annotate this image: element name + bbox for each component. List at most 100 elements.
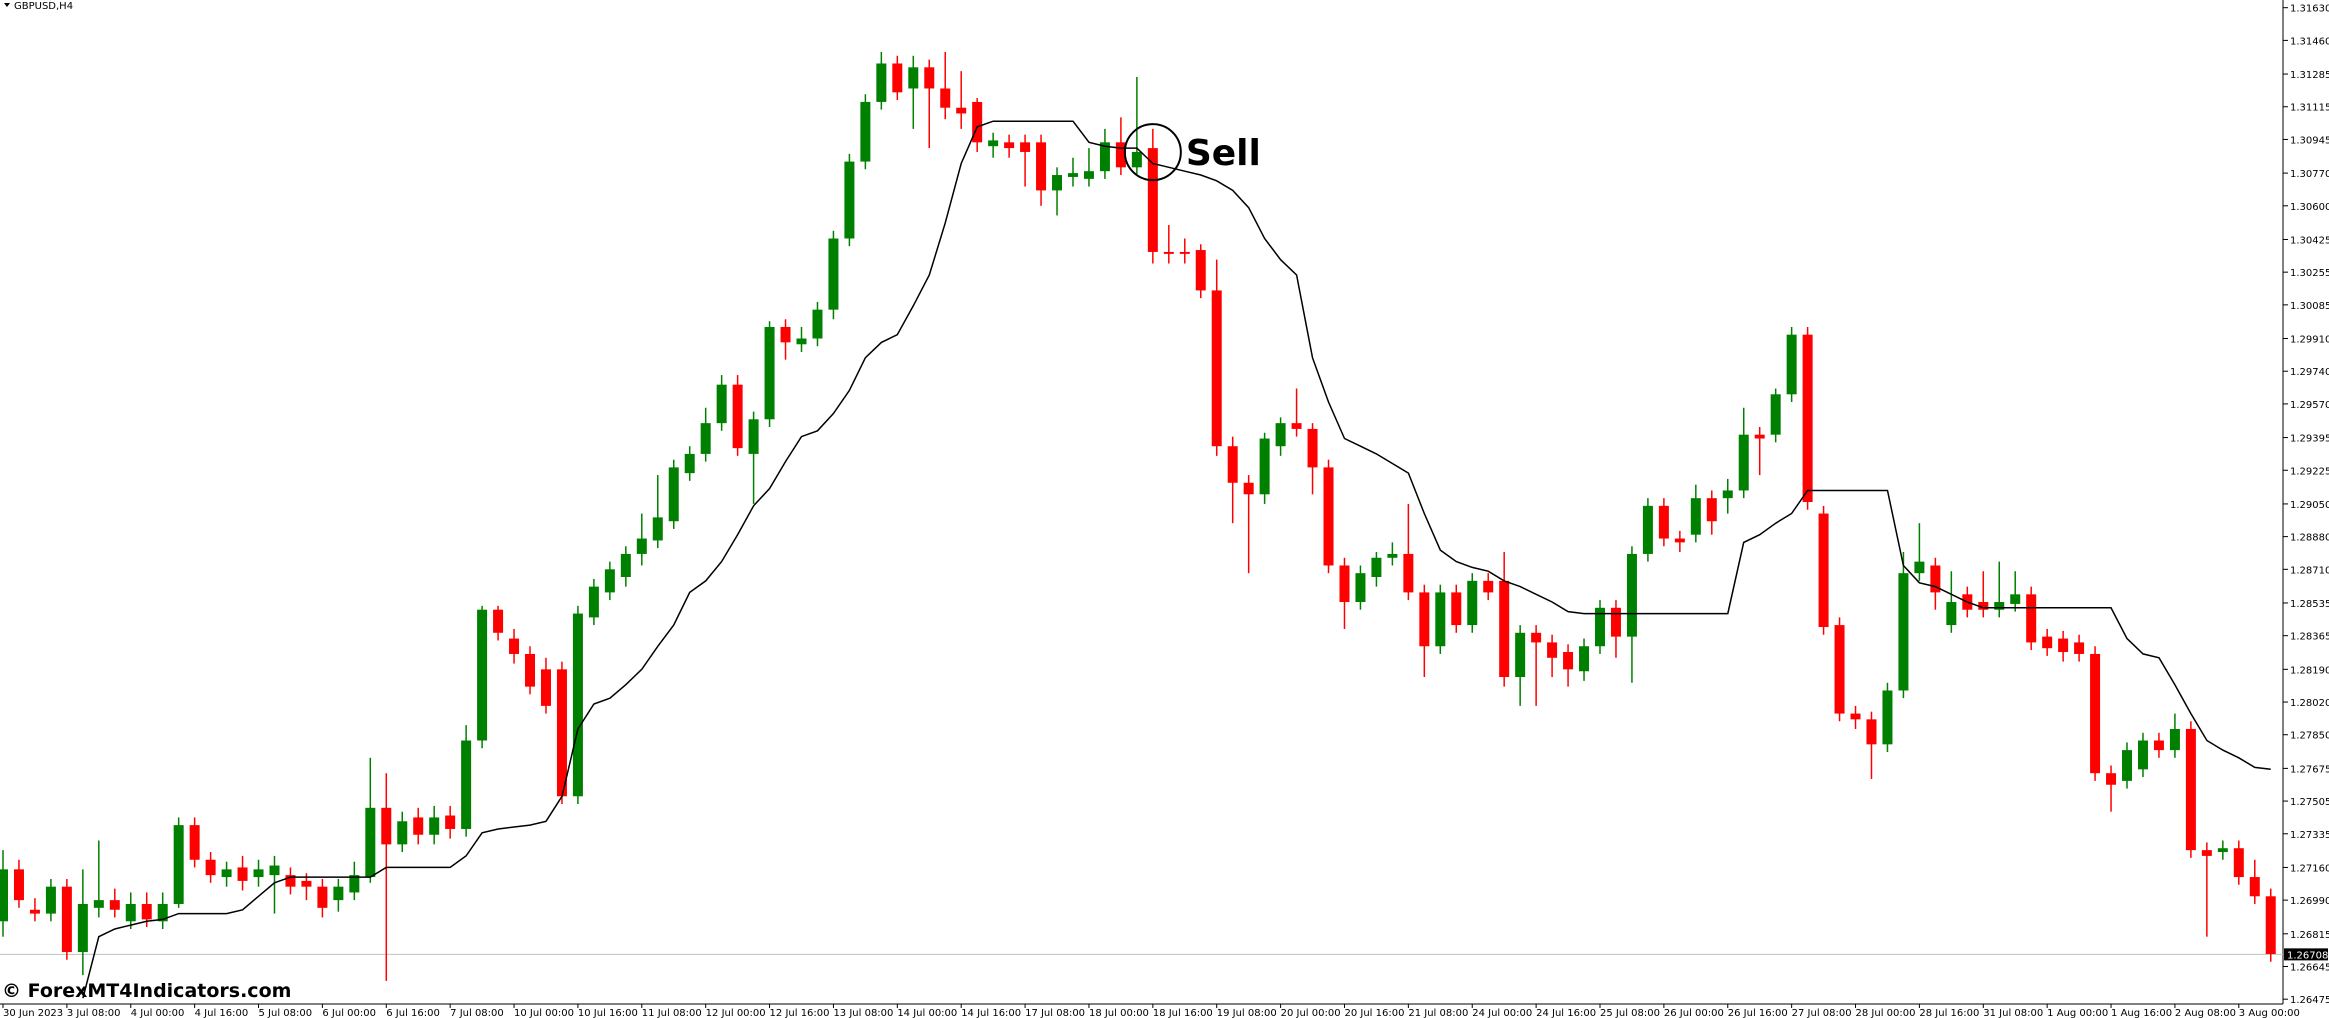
candle-body	[1099, 142, 1110, 172]
candle-body	[2058, 638, 2069, 653]
candle-body	[2249, 877, 2260, 897]
candle-body	[125, 903, 136, 922]
candle-body	[45, 886, 56, 914]
candle-body	[0, 869, 8, 922]
y-tick-label: 1.30255	[2290, 268, 2329, 279]
y-tick-label: 1.28020	[2290, 698, 2329, 709]
candle-body	[1435, 592, 1446, 647]
candle-body	[1706, 498, 1717, 522]
candle-body	[93, 900, 104, 908]
candle-body	[1307, 428, 1318, 468]
x-tick-label: 28 Jul 16:00	[1919, 1008, 1979, 1018]
candle-body	[988, 140, 999, 147]
candle-body	[413, 817, 424, 835]
y-tick-label: 1.27850	[2290, 731, 2329, 742]
candle-body	[477, 609, 488, 741]
x-tick-label: 13 Jul 08:00	[833, 1008, 893, 1018]
y-tick-label: 1.27675	[2290, 764, 2329, 775]
candle-body	[493, 609, 504, 633]
candle-body	[1115, 142, 1126, 168]
candle-body	[1866, 719, 1877, 745]
candle-body	[1131, 151, 1142, 168]
candle-body	[2026, 594, 2037, 643]
y-tick-label: 1.27160	[2290, 863, 2329, 874]
candle-body	[1052, 175, 1063, 191]
candle-body	[253, 869, 264, 878]
candle-body	[1211, 290, 1222, 447]
candle-body	[1467, 580, 1478, 626]
sell-annotation: Sell	[1186, 133, 1261, 174]
y-tick-label: 1.29910	[2290, 335, 2329, 346]
x-tick-label: 26 Jul 16:00	[1728, 1008, 1788, 1018]
y-tick-label: 1.26475	[2290, 995, 2329, 1006]
y-tick-label: 1.31460	[2290, 36, 2329, 47]
candle-body	[157, 903, 168, 922]
candle-body	[940, 88, 951, 108]
candle-body	[1515, 632, 1526, 678]
x-tick-label: 31 Jul 08:00	[1983, 1008, 2043, 1018]
candle-body	[796, 338, 807, 345]
candle-body	[1451, 592, 1462, 626]
candle-body	[1531, 632, 1542, 643]
candle-body	[1770, 394, 1781, 435]
y-tick-label: 1.26645	[2290, 962, 2329, 973]
candle-body	[556, 669, 567, 797]
candle-body	[1786, 334, 1797, 395]
candle-body	[333, 886, 344, 901]
y-tick-label: 1.30425	[2290, 235, 2329, 246]
candle-body	[700, 423, 711, 454]
candle-body	[1563, 652, 1574, 670]
candle-body	[2265, 896, 2276, 954]
candle-body	[2074, 642, 2085, 654]
candle-body	[908, 67, 919, 89]
candle-body	[1914, 561, 1925, 574]
x-tick-label: 2 Aug 08:00	[2175, 1008, 2236, 1018]
sell-circle	[1123, 123, 1182, 182]
candle-body	[860, 101, 871, 162]
candle-body	[381, 807, 392, 845]
y-tick-label: 1.31630	[2290, 4, 2329, 15]
candle-body	[1978, 602, 1989, 610]
candle-body	[525, 653, 536, 687]
y-tick-label: 1.31115	[2290, 103, 2329, 114]
candle-body	[1610, 607, 1621, 637]
y-tick-label: 1.26815	[2290, 930, 2329, 941]
candle-body	[764, 326, 775, 420]
candle-body	[1674, 538, 1685, 543]
x-tick-label: 20 Jul 16:00	[1344, 1008, 1404, 1018]
candle-body	[1403, 553, 1414, 593]
y-tick-label: 1.29050	[2290, 500, 2329, 511]
candle-body	[2042, 636, 2053, 649]
candle-body	[1722, 490, 1733, 499]
y-tick-label: 1.26990	[2290, 896, 2329, 907]
candle-body	[1259, 438, 1270, 495]
x-tick-label: 17 Jul 08:00	[1025, 1008, 1085, 1018]
candle-body	[1195, 250, 1206, 291]
candle-body	[1754, 434, 1765, 439]
candle-body	[2201, 850, 2212, 856]
candle-body	[1595, 607, 1605, 647]
indicator-line	[82, 120, 2271, 999]
candle-body	[1802, 334, 1813, 502]
current-price-tag	[2284, 948, 2328, 961]
candle-body	[2153, 740, 2164, 751]
candle-body	[2122, 750, 2133, 781]
y-tick-label: 1.28190	[2290, 665, 2329, 676]
x-tick-label: 6 Jul 16:00	[386, 1008, 440, 1018]
chart-title: GBPUSD,H4	[14, 1, 73, 12]
x-tick-label: 30 Jun 2023	[3, 1008, 63, 1018]
candle-body	[540, 669, 551, 706]
candle-body	[892, 63, 903, 93]
candle-body	[684, 453, 695, 474]
candle-body	[2169, 728, 2180, 751]
candle-body	[1946, 602, 1957, 626]
current-price-label: 1.26708	[2287, 950, 2328, 961]
x-tick-label: 3 Aug 00:00	[2239, 1008, 2300, 1018]
x-tick-label: 18 Jul 16:00	[1153, 1008, 1213, 1018]
candle-body	[1147, 148, 1158, 252]
y-tick-label: 1.28535	[2290, 599, 2329, 610]
candle-body	[237, 867, 248, 881]
candle-body	[461, 740, 472, 829]
x-tick-label: 11 Jul 08:00	[642, 1008, 702, 1018]
candle-body	[61, 886, 72, 953]
